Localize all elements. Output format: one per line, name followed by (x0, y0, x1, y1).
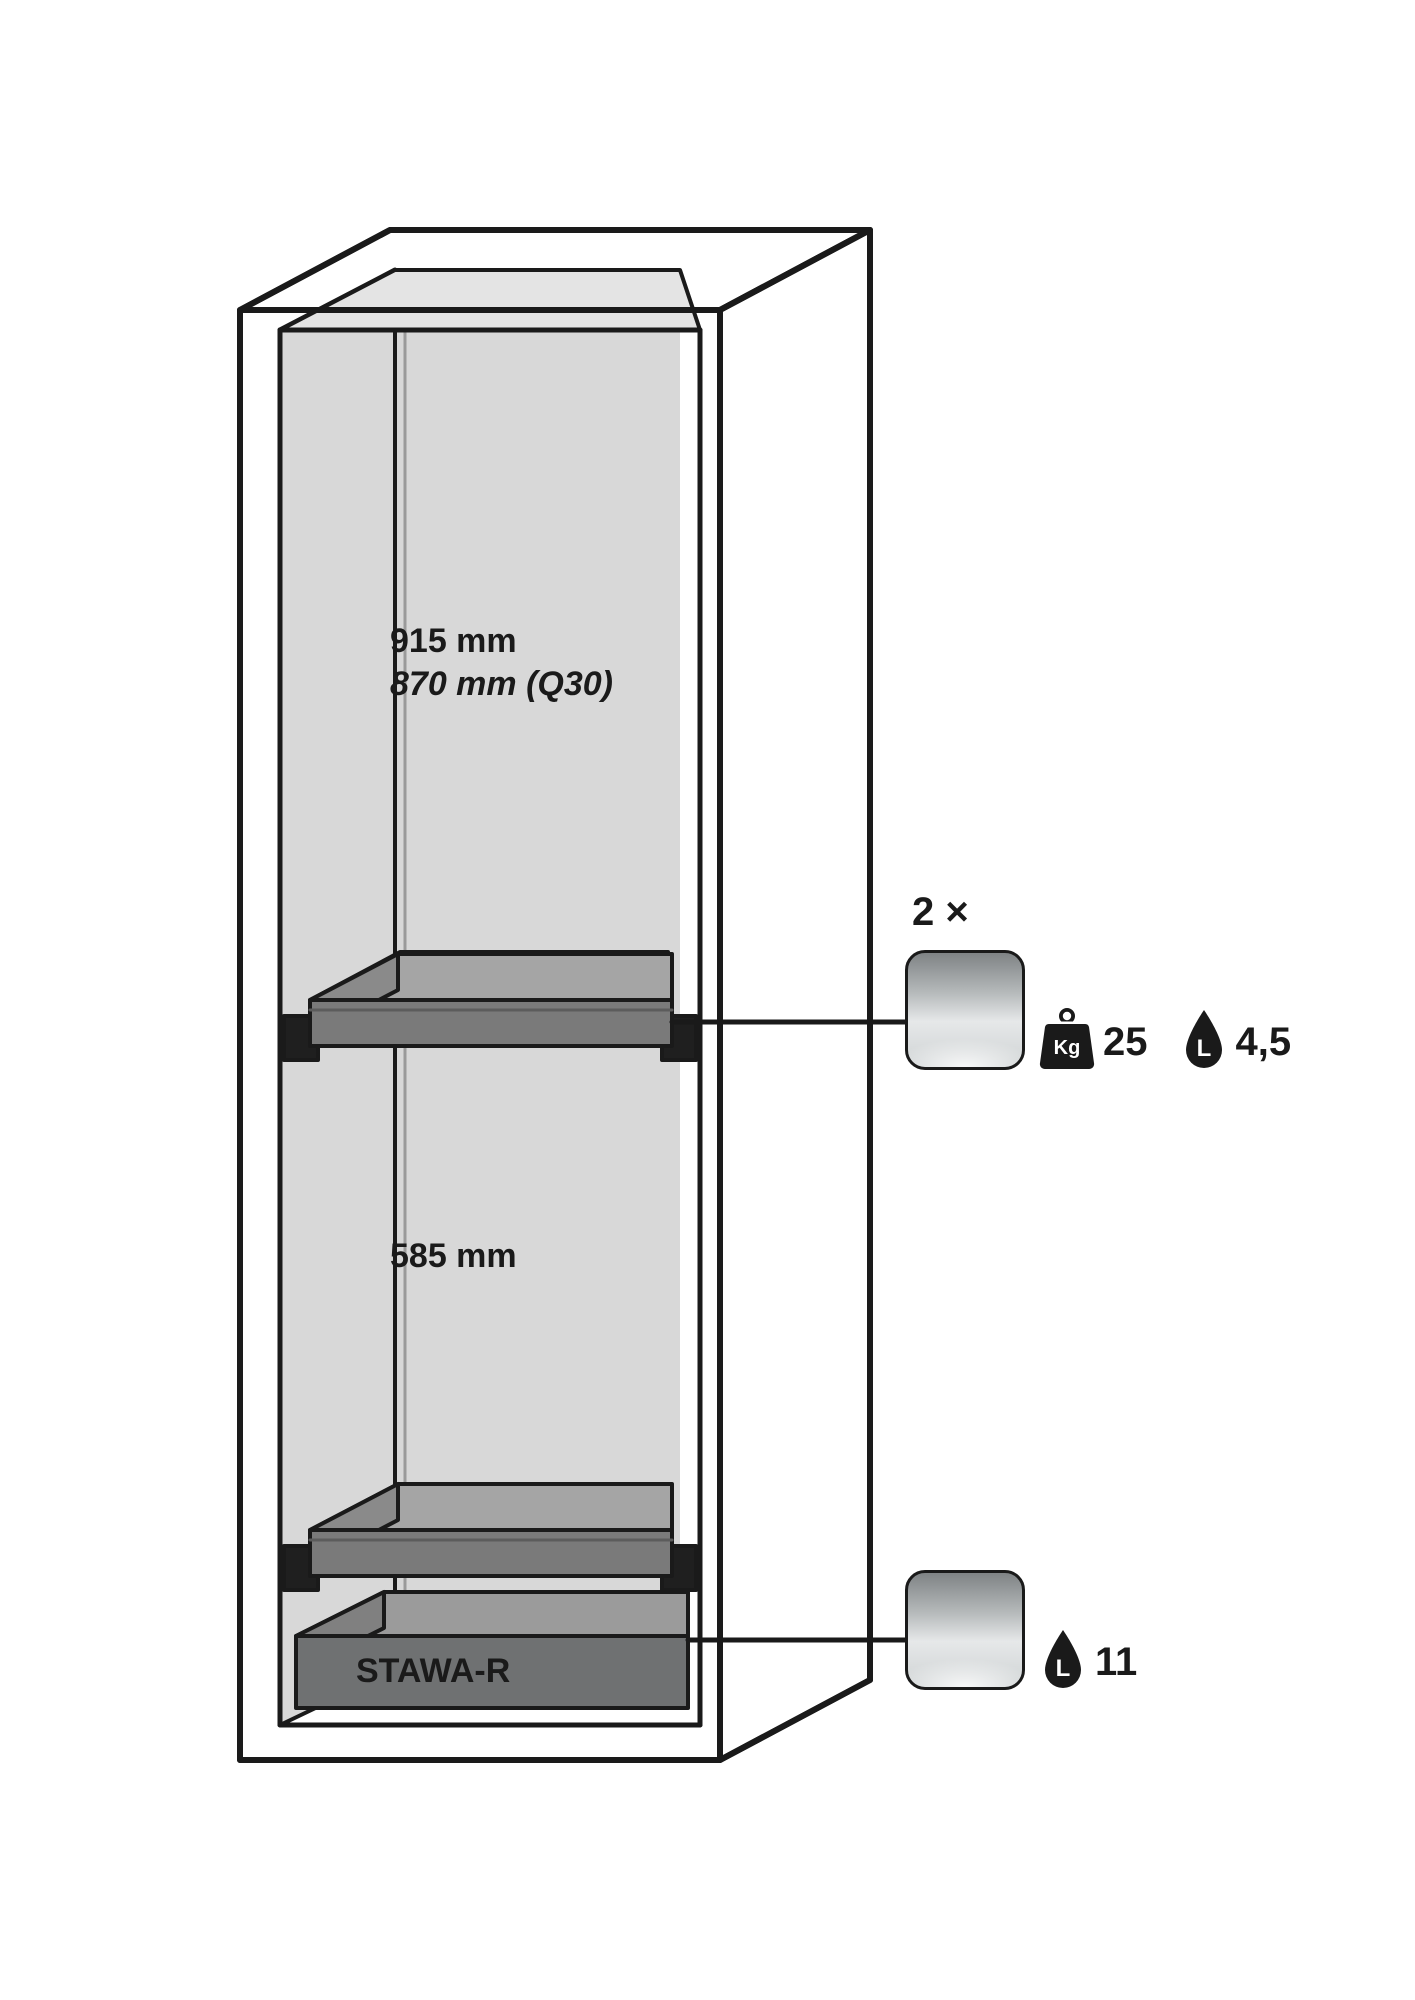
diagram-canvas: 915 mm 870 mm (Q30) 585 mm STAWA-R 2 × K… (0, 0, 1415, 2000)
sump-badge-row: L 11 (905, 1570, 1137, 1690)
sump-volume-value: 11 (1095, 1642, 1137, 1690)
drop-l-icon: L (1180, 1008, 1228, 1070)
drop-l-icon: L (1039, 1628, 1087, 1690)
sump-label: STAWA-R (356, 1652, 510, 1691)
shelf-volume-group: L 4,5 (1180, 1008, 1292, 1070)
weight-value: 25 (1103, 1022, 1148, 1070)
upper-dim-primary: 915 mm (390, 622, 517, 660)
metal-swatch-icon (905, 1570, 1025, 1690)
shelf-quantity: 2 × (912, 890, 969, 935)
shelf-badge-row: Kg 25 L 4,5 (905, 950, 1291, 1070)
sump-volume-group: L 11 (1039, 1628, 1137, 1690)
upper-dimension: 915 mm 870 mm (Q30) (390, 620, 613, 705)
metal-swatch-icon (905, 950, 1025, 1070)
kg-weight-icon: Kg (1039, 1006, 1095, 1070)
lower-dimension: 585 mm (390, 1235, 517, 1278)
upper-dim-secondary: 870 mm (Q30) (390, 665, 613, 703)
svg-text:L: L (1196, 1035, 1211, 1062)
svg-text:L: L (1056, 1655, 1071, 1682)
weight-group: Kg 25 (1039, 1006, 1148, 1070)
shelf-volume-value: 4,5 (1236, 1022, 1292, 1070)
svg-text:Kg: Kg (1054, 1037, 1081, 1059)
